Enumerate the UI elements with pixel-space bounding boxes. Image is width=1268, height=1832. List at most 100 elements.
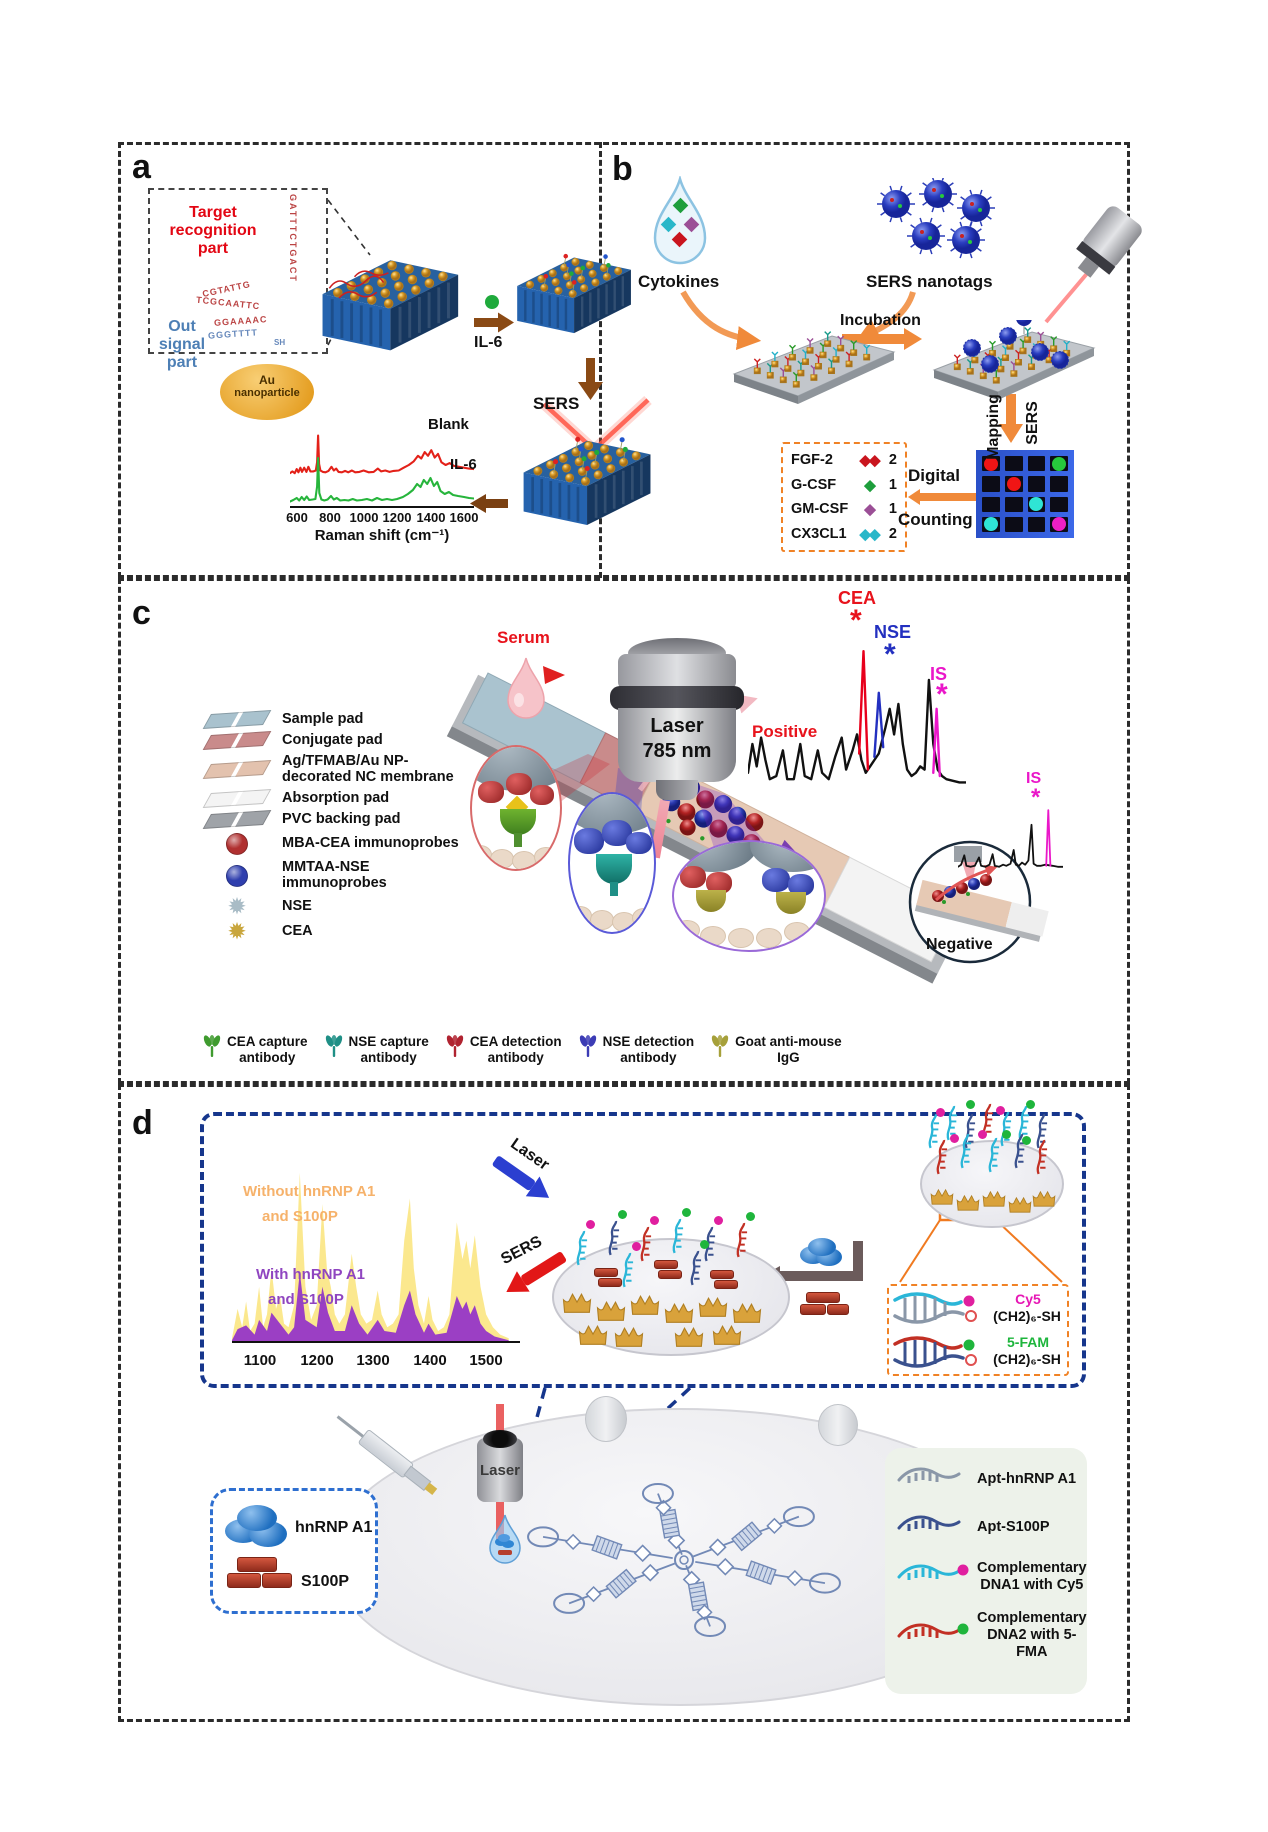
dna-strand-vertical-icon <box>688 1246 708 1295</box>
dna-strand-vertical-icon <box>1034 1138 1054 1181</box>
antibody-legend-label: NSE detection antibody <box>602 1034 695 1065</box>
reservoir-cylinder-icon <box>585 1396 627 1442</box>
c-legend-row: ✹ CEA <box>202 922 474 942</box>
grid-cell <box>1027 476 1046 492</box>
d-legend-label: Complementary DNA1 with Cy5 <box>977 1560 1087 1593</box>
nse-sandwich-inset <box>568 792 656 934</box>
dye-dot-icon <box>746 1212 755 1221</box>
analyte-count: 1 <box>888 476 897 493</box>
serum-label: Serum <box>497 628 550 647</box>
grid-cell <box>982 496 1000 512</box>
dna-strand-vertical-icon <box>574 1226 594 1275</box>
aptamer-thiol-anchor: SH <box>274 338 286 347</box>
sers-axis-ticks-d: 1100 1200 1300 1400 1500 <box>232 1352 520 1370</box>
mapping-label: Mapping <box>985 394 1002 460</box>
au-crown-icon <box>664 1302 694 1330</box>
cea-peak-star: * <box>850 604 862 637</box>
without-label-line2: and S100P <box>262 1208 338 1225</box>
tick-label: 1500 <box>469 1352 503 1369</box>
c-legend-label: Conjugate pad <box>282 731 383 748</box>
dye-dot-icon <box>978 1130 987 1139</box>
tick-label: 1100 <box>243 1352 277 1369</box>
au-crown-icon <box>1032 1190 1056 1213</box>
panel_c_positive-plot <box>746 650 968 784</box>
dye-dot-icon <box>1026 1100 1035 1109</box>
grid-cell <box>1027 516 1046 532</box>
au-crown-icon <box>698 1296 728 1324</box>
dye-dot-icon <box>714 1216 723 1225</box>
tick-label: 1400 <box>413 1352 447 1369</box>
au-crown-icon <box>1008 1196 1032 1219</box>
is-negative-star: * <box>1031 784 1041 811</box>
c-legend-row: Ag/TFMAB/Au NP-decorated NC membrane <box>202 753 474 786</box>
sers-nanotags-label: SERS nanotags <box>866 272 993 291</box>
positive-label: Positive <box>752 722 818 741</box>
d-legend-row: Apt-S100P <box>897 1512 1077 1543</box>
dna-strand-vertical-icon <box>606 1216 626 1265</box>
hnrnp-icon <box>225 1505 289 1547</box>
panel-ab-divider <box>599 142 602 578</box>
mixed-probes-inset <box>672 840 826 952</box>
antibody-legend-label: NSE capture antibody <box>348 1034 429 1065</box>
digital-label: Digital <box>908 466 960 485</box>
dna-strand-vertical-icon <box>1012 1132 1032 1175</box>
dna-strand-vertical-icon <box>934 1138 954 1181</box>
dye-dot-icon <box>996 1106 1005 1115</box>
aptamer-inset-box: Target recognition part GATTTCTGACT CGTA… <box>148 188 328 420</box>
analyte-count: 2 <box>888 525 897 542</box>
d-legend-row: Complementary DNA2 with 5-FMA <box>897 1610 1087 1660</box>
s100p-label: S100P <box>301 1573 350 1590</box>
is-negative-label: IS <box>1026 770 1042 787</box>
cea-peak-label: CEA <box>838 588 877 608</box>
panel-a-label: a <box>132 148 151 186</box>
cy5-linker-label: (CH2)₆-SH <box>993 1308 1061 1324</box>
antibody-icon <box>710 1034 730 1065</box>
antibody-legend-item: NSE detection antibody <box>578 1034 695 1065</box>
au-crown-icon <box>956 1194 980 1217</box>
gold-nanopillar-block-sers <box>523 436 651 526</box>
raman-axis-ticks-a: 600 800 1000 1200 1400 1600 <box>286 510 478 525</box>
gold-nanopillar-block-bare <box>322 260 459 351</box>
blank-trace-label: Blank <box>428 416 469 433</box>
dye-dot-icon <box>700 1240 709 1249</box>
negative-spectrum-chart <box>957 795 1064 877</box>
grid-cell <box>982 476 1000 492</box>
analyte-box: hnRNP A1 S100P <box>210 1488 378 1614</box>
dye-dot-icon <box>950 1134 959 1143</box>
antibody-icon <box>445 1034 465 1065</box>
au-crown-icon <box>712 1324 742 1352</box>
au-crown-icon <box>982 1190 1006 1213</box>
laser-objective-icon: Laser 785 nm <box>610 638 744 803</box>
antibody-microchip-incubated-icon <box>932 320 1096 400</box>
fam-duplex-icon <box>893 1336 977 1368</box>
dna-strand-icon <box>897 1561 971 1592</box>
il6-arrow-label: IL-6 <box>474 334 503 351</box>
hnrnp-blob-on-arrow <box>800 1238 844 1268</box>
antibody-legend-item: NSE capture antibody <box>324 1034 429 1065</box>
dye-dot-icon <box>650 1216 659 1225</box>
blob-icon: ✹ <box>228 920 246 943</box>
panel-c-border <box>118 578 1130 1084</box>
counting-label: Counting <box>898 510 973 529</box>
au-crown-icon <box>674 1326 704 1354</box>
aptamer-sequence-out-bottom: GGGTTTT <box>207 327 259 341</box>
dye-dot-icon <box>936 1108 945 1117</box>
b-legend-row: FGF-2 ◆◆ 2 <box>791 451 897 469</box>
mapping-dot <box>1052 456 1067 471</box>
d-legend-row: Apt-hnRNP A1 <box>897 1464 1077 1495</box>
incubation-label: Incubation <box>840 312 921 329</box>
series-With hnRNP A1 and S100P <box>232 1272 509 1342</box>
panel_a_raman-plot <box>288 434 476 508</box>
c-legend-label: Absorption pad <box>282 789 390 806</box>
dye-dot-icon <box>1002 1130 1011 1139</box>
raman-axis-label-a: Raman shift (cm⁻¹) <box>314 527 450 544</box>
dna-strand-icon <box>897 1464 971 1495</box>
dye-dot-icon <box>682 1208 691 1217</box>
analyte-name: CX3CL1 <box>791 525 847 542</box>
dna-strand-vertical-icon <box>670 1214 690 1263</box>
dna-strand-vertical-icon <box>986 1136 1006 1179</box>
sers-label-a: SERS <box>533 394 580 413</box>
fam-label: 5-FAM <box>1007 1334 1049 1350</box>
analyte-count: 1 <box>888 501 897 518</box>
